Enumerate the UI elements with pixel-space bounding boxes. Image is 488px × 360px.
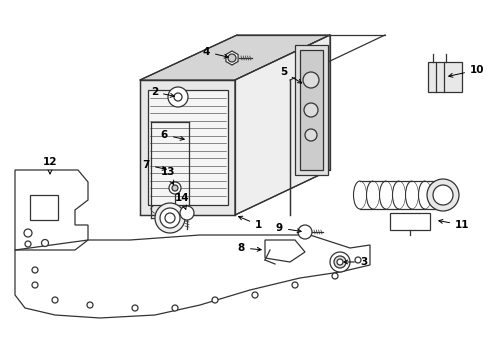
Circle shape — [52, 297, 58, 303]
Text: 3: 3 — [343, 257, 366, 267]
Text: 10: 10 — [448, 65, 484, 77]
Polygon shape — [427, 62, 461, 92]
Circle shape — [155, 203, 184, 233]
Circle shape — [426, 179, 458, 211]
Circle shape — [168, 87, 187, 107]
Text: 6: 6 — [161, 130, 184, 140]
Circle shape — [329, 252, 349, 272]
Polygon shape — [148, 90, 227, 205]
Circle shape — [305, 129, 316, 141]
Circle shape — [25, 241, 31, 247]
Text: 11: 11 — [438, 220, 468, 230]
Text: 5: 5 — [279, 67, 301, 83]
Circle shape — [297, 225, 311, 239]
Circle shape — [41, 239, 48, 247]
Text: 12: 12 — [42, 157, 57, 174]
Circle shape — [291, 282, 297, 288]
Polygon shape — [183, 208, 191, 218]
Polygon shape — [140, 35, 329, 80]
Polygon shape — [299, 50, 323, 170]
Text: 14: 14 — [174, 193, 189, 210]
Text: 2: 2 — [150, 87, 174, 97]
Text: 1: 1 — [238, 216, 262, 230]
Circle shape — [180, 206, 194, 220]
Polygon shape — [294, 45, 327, 175]
Circle shape — [304, 103, 317, 117]
Text: 9: 9 — [275, 223, 301, 233]
Circle shape — [331, 273, 337, 279]
Circle shape — [354, 257, 360, 263]
Circle shape — [336, 259, 342, 265]
Circle shape — [251, 292, 258, 298]
Circle shape — [160, 208, 180, 228]
Circle shape — [164, 213, 175, 223]
Circle shape — [32, 267, 38, 273]
Circle shape — [212, 297, 218, 303]
Circle shape — [172, 185, 178, 191]
Polygon shape — [171, 89, 184, 105]
Polygon shape — [235, 35, 329, 215]
Circle shape — [172, 305, 178, 311]
Circle shape — [303, 72, 318, 88]
Circle shape — [24, 229, 32, 237]
Text: 8: 8 — [237, 243, 261, 253]
Circle shape — [132, 305, 138, 311]
Circle shape — [227, 54, 236, 62]
Circle shape — [174, 93, 182, 101]
Polygon shape — [225, 51, 238, 65]
Circle shape — [432, 185, 452, 205]
Text: 13: 13 — [161, 167, 175, 184]
Polygon shape — [140, 80, 235, 215]
Circle shape — [333, 256, 346, 268]
Circle shape — [169, 182, 181, 194]
Circle shape — [32, 282, 38, 288]
Text: 7: 7 — [142, 160, 166, 170]
Text: 4: 4 — [202, 47, 228, 58]
Circle shape — [87, 302, 93, 308]
Polygon shape — [299, 226, 309, 238]
